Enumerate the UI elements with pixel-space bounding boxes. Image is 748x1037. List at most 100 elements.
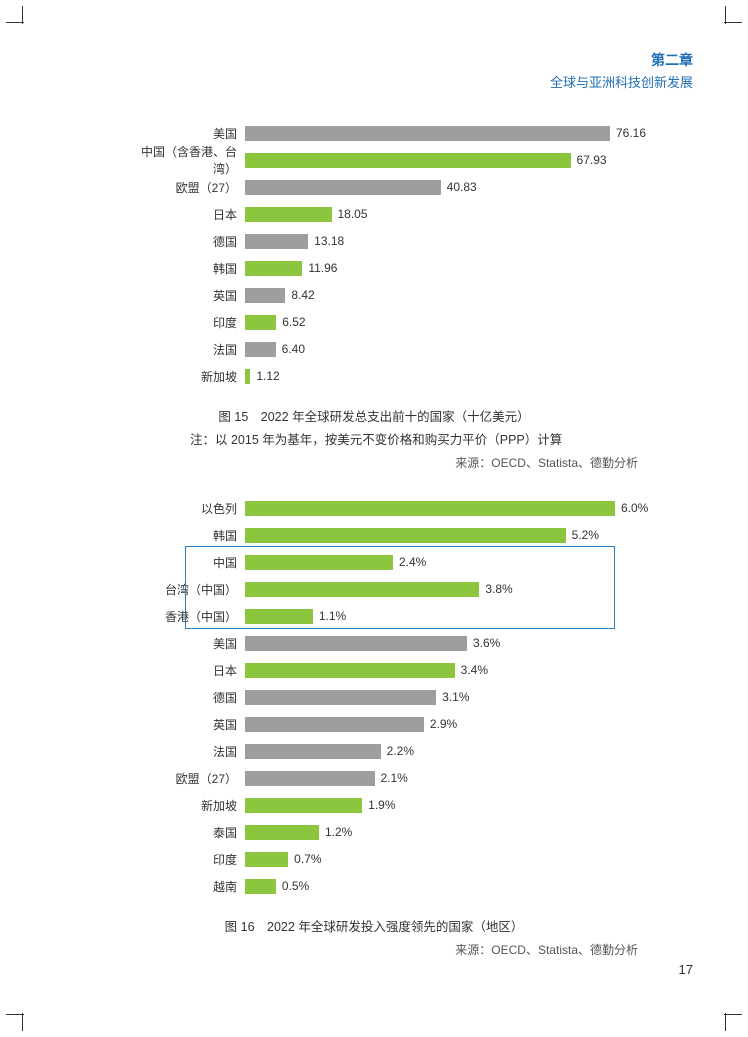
bar: [245, 369, 250, 384]
bar: [245, 261, 302, 276]
bar-value: 2.2%: [387, 744, 414, 758]
bar-value: 1.9%: [368, 798, 395, 812]
bar-value: 6.0%: [621, 501, 648, 515]
bar-value: 2.1%: [381, 771, 408, 785]
bar-label: 新加坡: [125, 797, 245, 814]
bar: [245, 582, 479, 597]
bar-value: 6.40: [282, 342, 305, 356]
bar-label: 新加坡: [125, 368, 245, 385]
bar: [245, 879, 276, 894]
bar: [245, 126, 610, 141]
bar: [245, 234, 308, 249]
bar-row: 欧盟（27） 2.1%: [125, 766, 685, 790]
bar-row: 美国 76.16: [125, 121, 685, 145]
bar-value: 76.16: [616, 126, 646, 140]
bar: [245, 690, 436, 705]
bar-value: 13.18: [314, 234, 344, 248]
bar-value: 0.5%: [282, 879, 309, 893]
bar: [245, 207, 332, 222]
bar-label: 中国: [125, 554, 245, 571]
chart2-caption: 图 16 2022 年全球研发投入强度领先的国家（地区）: [55, 916, 693, 935]
bar: [245, 315, 276, 330]
bar: [245, 528, 566, 543]
bar-row: 泰国 1.2%: [125, 820, 685, 844]
bar-value: 3.1%: [442, 690, 469, 704]
bar-row: 印度6.52: [125, 310, 685, 334]
bar-value: 1.1%: [319, 609, 346, 623]
bar: [245, 852, 288, 867]
bar: [245, 825, 319, 840]
bar-value: 0.7%: [294, 852, 321, 866]
bar: [245, 555, 393, 570]
bar-value: 1.12: [256, 369, 279, 383]
chart-1: 美国76.16中国（含香港、台湾）67.93欧盟（27）40.83日本18.05…: [125, 121, 685, 388]
bar-row: 德国 3.1%: [125, 685, 685, 709]
bar-row: 越南 0.5%: [125, 874, 685, 898]
bar: [245, 663, 455, 678]
bar-label: 德国: [125, 689, 245, 706]
bar-row: 新加坡 1.9%: [125, 793, 685, 817]
bar-label: 泰国: [125, 824, 245, 841]
bar: [245, 153, 571, 168]
bar: [245, 636, 467, 651]
bar-value: 8.42: [291, 288, 314, 302]
bar-label: 韩国: [125, 527, 245, 544]
bar-value: 3.4%: [461, 663, 488, 677]
bar-row: 台湾（中国） 3.8%: [125, 577, 685, 601]
bar-value: 3.8%: [485, 582, 512, 596]
bar-row: 韩国 11.96: [125, 256, 685, 280]
bar-row: 日本18.05: [125, 202, 685, 226]
bar-label: 欧盟（27）: [125, 179, 245, 196]
bar-value: 67.93: [577, 153, 607, 167]
bar-row: 法国 2.2%: [125, 739, 685, 763]
page-header: 第二章 全球与亚洲科技创新发展: [55, 50, 693, 91]
bar-label: 印度: [125, 851, 245, 868]
chapter-title: 第二章: [55, 50, 693, 70]
bar-value: 11.96: [308, 261, 337, 275]
bar-label: 法国: [125, 341, 245, 358]
bar-value: 1.2%: [325, 825, 352, 839]
bar-row: 法国 6.40: [125, 337, 685, 361]
bar: [245, 180, 441, 195]
bar-value: 5.2%: [572, 528, 599, 542]
bar-label: 香港（中国）: [125, 608, 245, 625]
bar-label: 美国: [125, 125, 245, 142]
bar-value: 2.9%: [430, 717, 457, 731]
bar-row: 英国 8.42: [125, 283, 685, 307]
bar-label: 美国: [125, 635, 245, 652]
bar: [245, 501, 615, 516]
bar-label: 英国: [125, 716, 245, 733]
bar-label: 越南: [125, 878, 245, 895]
bar-label: 英国: [125, 287, 245, 304]
bar-row: 中国 2.4%: [125, 550, 685, 574]
bar-row: 以色列 6.0%: [125, 496, 685, 520]
bar: [245, 288, 285, 303]
bar-label: 欧盟（27）: [125, 770, 245, 787]
bar: [245, 717, 424, 732]
bar-label: 中国（含香港、台湾）: [125, 143, 245, 177]
bar-row: 印度 0.7%: [125, 847, 685, 871]
bar-label: 台湾（中国）: [125, 581, 245, 598]
chart1-source: 来源：OECD、Statista、德勤分析: [55, 454, 638, 471]
bar-row: 日本 3.4%: [125, 658, 685, 682]
bar-value: 2.4%: [399, 555, 426, 569]
bar-row: 欧盟（27）40.83: [125, 175, 685, 199]
bar-label: 日本: [125, 662, 245, 679]
bar-row: 香港（中国） 1.1%: [125, 604, 685, 628]
bar-value: 3.6%: [473, 636, 500, 650]
bar-row: 韩国 5.2%: [125, 523, 685, 547]
chart1-caption: 图 15 2022 年全球研发总支出前十的国家（十亿美元）: [55, 406, 693, 425]
bar: [245, 744, 381, 759]
page-number: 17: [679, 962, 693, 977]
bar-row: 德国13.18: [125, 229, 685, 253]
bar-label: 以色列: [125, 500, 245, 517]
bar: [245, 771, 375, 786]
bar-row: 新加坡 1.12: [125, 364, 685, 388]
bar-row: 中国（含香港、台湾）67.93: [125, 148, 685, 172]
bar-label: 印度: [125, 314, 245, 331]
bar-label: 韩国: [125, 260, 245, 277]
bar: [245, 609, 313, 624]
chapter-subtitle: 全球与亚洲科技创新发展: [55, 72, 693, 91]
chart1-note: 注：以 2015 年为基年，按美元不变价格和购买力平价（PPP）计算: [190, 429, 693, 448]
bar-label: 法国: [125, 743, 245, 760]
